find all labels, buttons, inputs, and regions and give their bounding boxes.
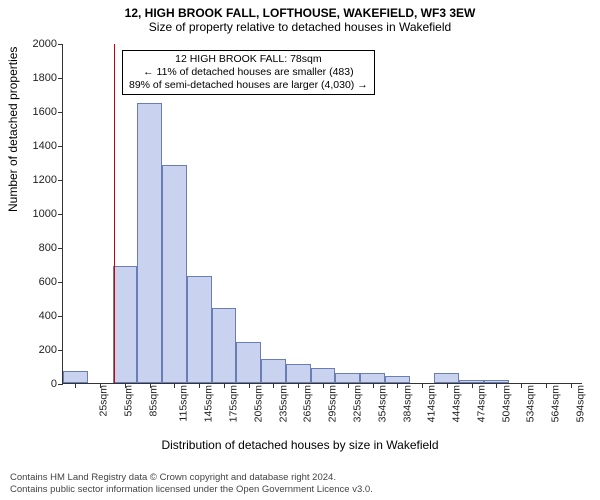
annotation-line: 89% of semi-detached houses are larger (… [129, 79, 368, 92]
y-tick-mark [58, 146, 63, 147]
x-tick-label: 594sqm [574, 385, 586, 422]
x-tick-label: 25sqm [98, 385, 110, 417]
y-tick-label: 0 [21, 378, 57, 390]
histogram-bar [113, 266, 138, 383]
page-subtitle: Size of property relative to detached ho… [0, 20, 600, 34]
x-tick-mark [447, 383, 448, 388]
y-tick-mark [58, 44, 63, 45]
property-marker-line [114, 44, 115, 383]
x-tick-label: 145sqm [203, 385, 215, 422]
x-axis-label: Distribution of detached houses by size … [0, 438, 600, 452]
x-tick-label: 205sqm [252, 385, 264, 422]
x-tick-label: 414sqm [426, 385, 438, 422]
x-tick-label: 295sqm [327, 385, 339, 422]
y-tick-label: 800 [21, 242, 57, 254]
footer-line: Contains HM Land Registry data © Crown c… [10, 472, 590, 484]
histogram-bar [434, 373, 459, 383]
y-tick-mark [58, 282, 63, 283]
x-tick-mark [125, 383, 126, 388]
histogram-bar [63, 371, 88, 383]
histogram-bar [212, 308, 237, 383]
annotation-line: ← 11% of detached houses are smaller (48… [129, 66, 368, 79]
x-tick-label: 235sqm [277, 385, 289, 422]
x-tick-label: 265sqm [302, 385, 314, 422]
annotation-box: 12 HIGH BROOK FALL: 78sqm ← 11% of detac… [122, 50, 375, 95]
y-tick-label: 1800 [21, 72, 57, 84]
y-tick-mark [58, 316, 63, 317]
x-tick-mark [348, 383, 349, 388]
y-tick-mark [58, 214, 63, 215]
histogram-bar [335, 373, 360, 383]
x-tick-label: 85sqm [147, 385, 159, 417]
histogram-bar [162, 165, 187, 383]
histogram-bar [360, 373, 385, 383]
x-tick-label: 504sqm [500, 385, 512, 422]
y-tick-label: 1400 [21, 140, 57, 152]
footer-attribution: Contains HM Land Registry data © Crown c… [10, 472, 590, 496]
histogram-bar [311, 368, 336, 383]
x-tick-label: 564sqm [549, 385, 561, 422]
x-tick-mark [571, 383, 572, 388]
x-tick-mark [323, 383, 324, 388]
x-tick-mark [397, 383, 398, 388]
y-tick-label: 1200 [21, 174, 57, 186]
x-tick-mark [199, 383, 200, 388]
histogram-bar [187, 276, 212, 383]
y-tick-mark [58, 248, 63, 249]
y-tick-mark [58, 384, 63, 385]
x-tick-mark [249, 383, 250, 388]
x-tick-label: 55sqm [123, 385, 135, 417]
y-tick-label: 1000 [21, 208, 57, 220]
x-tick-mark [150, 383, 151, 388]
x-tick-mark [298, 383, 299, 388]
page-title: 12, HIGH BROOK FALL, LOFTHOUSE, WAKEFIEL… [0, 6, 600, 20]
x-tick-mark [273, 383, 274, 388]
histogram-bar [137, 103, 162, 384]
x-tick-mark [521, 383, 522, 388]
x-tick-label: 384sqm [401, 385, 413, 422]
x-tick-mark [373, 383, 374, 388]
y-tick-label: 200 [21, 344, 57, 356]
histogram-bar [385, 376, 410, 383]
x-tick-mark [75, 383, 76, 388]
annotation-line: 12 HIGH BROOK FALL: 78sqm [129, 53, 368, 66]
x-tick-label: 474sqm [475, 385, 487, 422]
x-tick-mark [472, 383, 473, 388]
y-tick-mark [58, 350, 63, 351]
x-tick-mark [496, 383, 497, 388]
x-tick-label: 115sqm [177, 385, 189, 422]
x-tick-mark [422, 383, 423, 388]
x-tick-label: 534sqm [525, 385, 537, 422]
histogram-bar [236, 342, 261, 383]
y-tick-mark [58, 180, 63, 181]
histogram-chart: 020040060080010001200140016001800200025s… [62, 44, 582, 420]
y-tick-label: 1600 [21, 106, 57, 118]
x-tick-label: 325sqm [351, 385, 363, 422]
x-tick-label: 444sqm [450, 385, 462, 422]
y-tick-mark [58, 78, 63, 79]
x-tick-mark [174, 383, 175, 388]
x-tick-label: 354sqm [376, 385, 388, 422]
x-tick-mark [100, 383, 101, 388]
x-tick-mark [546, 383, 547, 388]
y-tick-label: 600 [21, 276, 57, 288]
y-axis-label: Number of detached properties [6, 47, 20, 212]
x-tick-mark [224, 383, 225, 388]
y-tick-label: 400 [21, 310, 57, 322]
x-tick-label: 175sqm [228, 385, 240, 422]
y-tick-mark [58, 112, 63, 113]
histogram-bar [261, 359, 286, 383]
y-tick-label: 2000 [21, 38, 57, 50]
histogram-bar [286, 364, 311, 383]
footer-line: Contains public sector information licen… [10, 484, 590, 496]
